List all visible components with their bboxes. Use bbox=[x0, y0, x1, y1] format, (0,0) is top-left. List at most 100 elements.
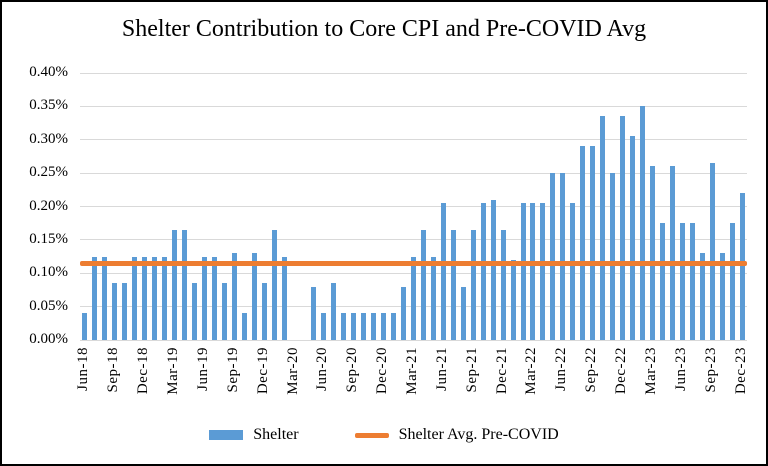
bar-Jul-23 bbox=[689, 223, 695, 340]
y-axis-tick-label: 0.20% bbox=[29, 197, 68, 214]
gridline bbox=[80, 172, 747, 174]
bar-Mar-23 bbox=[649, 166, 655, 340]
x-axis-tick-label: Dec-23 bbox=[732, 347, 749, 395]
x-axis-tick-label: Sep-23 bbox=[702, 347, 719, 393]
bar-Jun-22 bbox=[560, 173, 566, 340]
x-axis-tick-label: Jun-19 bbox=[194, 347, 211, 391]
bar-Sep-22 bbox=[590, 146, 596, 340]
bar-Nov-18 bbox=[132, 256, 138, 340]
legend-item-avg: Shelter Avg. Pre-COVID bbox=[354, 426, 559, 444]
bar-Oct-20 bbox=[361, 313, 367, 340]
bar-Oct-18 bbox=[122, 283, 128, 340]
bar-Jan-23 bbox=[630, 136, 635, 340]
chart-title: Shelter Contribution to Core CPI and Pre… bbox=[121, 16, 647, 42]
bar-May-23 bbox=[669, 166, 675, 340]
bar-Jul-20 bbox=[331, 283, 337, 340]
bar-Oct-21 bbox=[480, 203, 486, 340]
x-axis-tick-label: Jun-18 bbox=[75, 347, 92, 391]
bar-Nov-19 bbox=[251, 253, 257, 340]
bar-Sep-19 bbox=[231, 253, 237, 340]
y-axis-tick-label: 0.15% bbox=[29, 230, 68, 247]
gridline bbox=[80, 72, 747, 74]
y-axis-tick-label: 0.40% bbox=[29, 64, 68, 80]
bar-Sep-20 bbox=[351, 313, 357, 340]
gridline bbox=[80, 206, 747, 207]
y-axis-tick-label: 0.00% bbox=[29, 331, 68, 347]
bar-Apr-23 bbox=[659, 223, 665, 340]
bar-Oct-19 bbox=[241, 313, 247, 340]
x-axis-tick-label: Mar-20 bbox=[284, 347, 301, 395]
bar-Feb-21 bbox=[401, 286, 407, 340]
x-axis-tick-label: Jun-21 bbox=[433, 347, 450, 391]
x-axis-tick-label: Jun-23 bbox=[672, 347, 689, 391]
bar-May-19 bbox=[191, 283, 197, 340]
bar-May-20 bbox=[311, 286, 317, 340]
bar-Jul-22 bbox=[570, 203, 576, 340]
avg-line-swatch-icon bbox=[354, 432, 389, 438]
bar-May-21 bbox=[430, 256, 436, 340]
y-axis-tick-label: 0.35% bbox=[29, 97, 68, 114]
x-axis-tick-label: Dec-20 bbox=[374, 347, 391, 395]
bar-Jun-20 bbox=[321, 313, 327, 340]
bar-Jan-19 bbox=[152, 256, 158, 340]
bar-Jul-19 bbox=[211, 256, 217, 340]
x-axis-tick-label: Dec-19 bbox=[254, 347, 271, 395]
shelter-bar-swatch-icon bbox=[209, 430, 244, 440]
x-axis-tick-label: Sep-18 bbox=[105, 347, 122, 393]
bar-Mar-22 bbox=[530, 203, 536, 340]
bar-Jan-22 bbox=[510, 259, 516, 340]
y-axis-tick-label: 0.10% bbox=[29, 264, 68, 281]
bar-Dec-19 bbox=[261, 283, 267, 340]
x-axis-tick-label: Mar-23 bbox=[642, 347, 659, 395]
bar-Aug-23 bbox=[699, 253, 705, 340]
legend-item-shelter: Shelter bbox=[209, 426, 299, 444]
x-axis-tick-label: Sep-21 bbox=[463, 347, 480, 393]
bar-Dec-23 bbox=[739, 193, 745, 340]
legend-label-avg: Shelter Avg. Pre-COVID bbox=[398, 426, 559, 443]
gridline bbox=[80, 239, 747, 241]
bar-Dec-21 bbox=[500, 229, 506, 340]
y-axis-tick-label: 0.05% bbox=[29, 297, 68, 314]
avg-reference-line bbox=[80, 260, 747, 266]
bar-Sep-23 bbox=[709, 163, 715, 340]
bar-Nov-21 bbox=[490, 199, 496, 340]
bar-Jul-21 bbox=[450, 229, 456, 340]
bar-Aug-21 bbox=[460, 286, 466, 340]
bar-Mar-21 bbox=[411, 256, 416, 340]
bar-Apr-22 bbox=[540, 203, 546, 340]
bar-May-22 bbox=[550, 173, 556, 340]
bar-Apr-21 bbox=[420, 229, 426, 340]
x-axis-tick-label: Sep-22 bbox=[583, 347, 600, 393]
bar-Oct-23 bbox=[719, 253, 725, 340]
bar-Aug-22 bbox=[580, 146, 586, 340]
y-axis-tick-label: 0.30% bbox=[29, 130, 68, 147]
x-axis-tick-label: Mar-21 bbox=[404, 347, 420, 395]
legend-label-shelter: Shelter bbox=[253, 426, 299, 443]
x-axis-tick-label: Mar-19 bbox=[165, 347, 182, 395]
y-axis-tick-label: 0.25% bbox=[29, 164, 68, 181]
bar-Feb-19 bbox=[162, 256, 168, 340]
bar-Aug-18 bbox=[102, 256, 108, 340]
bar-Dec-18 bbox=[142, 256, 148, 340]
bar-Mar-19 bbox=[172, 229, 178, 340]
bar-Sep-21 bbox=[470, 229, 476, 340]
bar-Nov-23 bbox=[729, 223, 735, 340]
bar-Feb-20 bbox=[281, 256, 287, 340]
x-axis-tick-label: Mar-22 bbox=[523, 347, 540, 395]
bar-Jan-21 bbox=[391, 313, 397, 340]
bar-Feb-22 bbox=[520, 203, 526, 340]
bar-Aug-19 bbox=[221, 283, 227, 340]
x-axis-tick-label: Dec-18 bbox=[135, 347, 152, 395]
bar-Oct-22 bbox=[600, 116, 606, 340]
bar-Jun-23 bbox=[679, 223, 685, 340]
x-axis-tick-label: Jun-22 bbox=[553, 347, 570, 391]
bar-Dec-20 bbox=[381, 313, 387, 340]
bar-Sep-18 bbox=[112, 283, 118, 340]
gridline bbox=[80, 105, 747, 107]
legend: Shelter Shelter Avg. Pre-COVID bbox=[2, 426, 766, 444]
bar-Feb-23 bbox=[639, 106, 645, 340]
bar-Nov-20 bbox=[371, 313, 377, 340]
bar-Dec-22 bbox=[620, 116, 626, 340]
